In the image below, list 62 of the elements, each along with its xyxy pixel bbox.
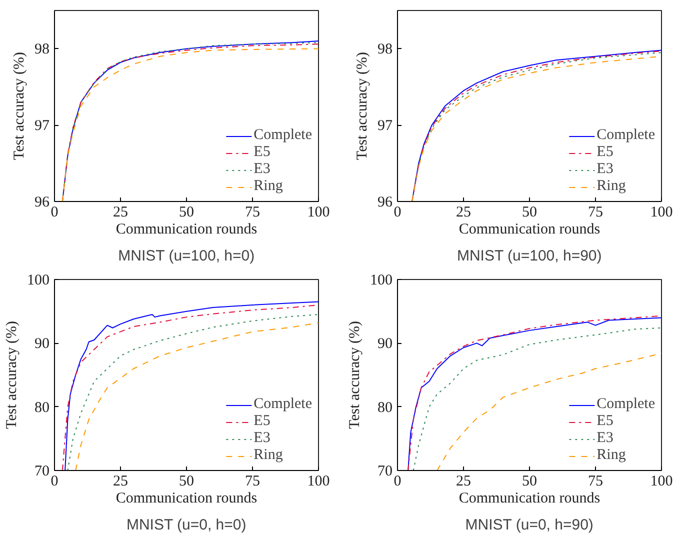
y-axis-title: Test accuracy (%)	[347, 320, 363, 430]
x-tick-label: 50	[522, 204, 537, 220]
x-axis-title: Communication rounds	[116, 222, 258, 238]
legend-label: Complete	[596, 396, 655, 413]
x-tick-label: 50	[179, 204, 194, 220]
legend-label: E3	[596, 430, 614, 447]
x-tick-label: 50	[522, 474, 537, 490]
y-tick-label: 90	[378, 336, 392, 352]
text: MNIST (u=100, h=90)	[456, 248, 602, 264]
y-tick-label: 100	[27, 272, 50, 288]
x-tick-label: 0	[50, 204, 58, 220]
y-tick-label: 97	[34, 118, 50, 134]
y-tick-label: 97	[378, 118, 393, 134]
legend-label: Complete	[254, 127, 312, 144]
x-tick-label: 25	[456, 204, 471, 220]
legend-label: Complete	[254, 396, 312, 413]
y-tick-label: 70	[34, 464, 50, 480]
y-axis-title: Test accuracy (%)	[4, 320, 20, 430]
y-tick-label: 98	[378, 42, 392, 58]
legend-label: E3	[596, 161, 614, 178]
text: MNIST (u=0, h=0)	[126, 516, 246, 534]
legend-label: Ring	[254, 447, 283, 464]
x-axis-title: Communication rounds	[116, 490, 258, 506]
x-tick-label: 100	[307, 204, 330, 220]
text: MNIST (u=0, h=90)	[465, 516, 594, 534]
x-tick-label: 25	[113, 204, 128, 220]
x-tick-label: 0	[394, 204, 402, 220]
legend-label: Complete	[596, 127, 655, 144]
legend-label: E5	[596, 144, 614, 161]
x-tick-label: 50	[179, 474, 194, 490]
x-tick-label: 75	[245, 204, 260, 220]
text: MNIST (u=100, h=0)	[118, 248, 255, 264]
legend-label: E3	[254, 430, 272, 447]
y-tick-label: 90	[34, 336, 50, 352]
y-tick-label: 96	[378, 194, 393, 210]
legend-label: E5	[254, 413, 272, 430]
legend-label: Ring	[596, 178, 626, 195]
legend-label: Ring	[596, 447, 626, 464]
x-tick-label: 75	[588, 474, 603, 490]
x-tick-label: 100	[650, 474, 673, 490]
x-tick-label: 0	[50, 474, 58, 490]
x-tick-label: 0	[394, 474, 402, 490]
y-tick-label: 80	[34, 400, 50, 416]
legend-label: E3	[254, 161, 272, 178]
legend-label: Ring	[254, 178, 283, 195]
x-tick-label: 100	[307, 474, 330, 490]
y-tick-label: 70	[378, 464, 392, 480]
legend-label: E5	[596, 413, 614, 430]
x-tick-label: 75	[588, 204, 603, 220]
y-axis-title: Test accuracy (%)	[12, 52, 28, 160]
x-axis-title: Communication rounds	[458, 222, 600, 238]
x-axis-title: Communication rounds	[458, 490, 600, 506]
legend-label: E5	[254, 144, 272, 161]
x-tick-label: 75	[245, 474, 260, 490]
x-tick-label: 25	[113, 474, 128, 490]
x-tick-label: 100	[650, 204, 673, 220]
y-axis-title: Test accuracy (%)	[354, 52, 370, 160]
y-tick-label: 100	[370, 272, 392, 288]
y-tick-label: 98	[34, 42, 50, 58]
x-tick-label: 25	[456, 474, 471, 490]
y-tick-label: 96	[34, 194, 50, 210]
y-tick-label: 80	[378, 400, 392, 416]
